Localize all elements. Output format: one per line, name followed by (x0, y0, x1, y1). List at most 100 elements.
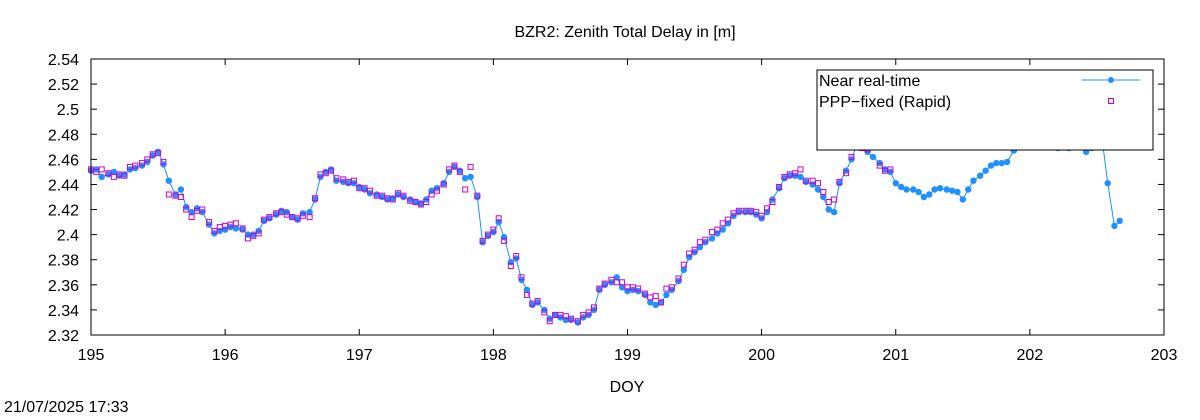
ppp-point (825, 199, 832, 205)
nrt-point (523, 286, 531, 293)
legend-marker-ppp (1108, 98, 1114, 104)
ppp-point (601, 280, 608, 287)
ppp-point (764, 205, 770, 212)
ppp-point (534, 298, 541, 305)
nrt-point (618, 284, 626, 291)
nrt-point (696, 244, 704, 251)
y-tick-label: 2.5 (57, 102, 79, 119)
ppp-point (232, 220, 239, 227)
y-tick-label: 2.4 (57, 228, 79, 245)
x-tick-label: 198 (480, 347, 507, 364)
ppp-point (876, 162, 883, 169)
nrt-point (467, 173, 474, 181)
ppp-point (423, 199, 430, 205)
x-tick-label: 195 (78, 347, 105, 364)
ppp-point (758, 212, 765, 219)
ppp-point (266, 214, 273, 221)
ppp-point (686, 250, 693, 257)
ppp-point (792, 170, 799, 177)
nrt-point (998, 159, 1005, 167)
nrt-point (306, 208, 313, 216)
nrt-point (936, 185, 944, 192)
series-1 (88, 141, 894, 325)
nrt-point (412, 198, 419, 206)
legend-label-ppp: PPP−fixed (Rapid) (819, 94, 951, 111)
ppp-point (507, 263, 514, 269)
ppp-point (802, 177, 809, 184)
legend-box (816, 69, 1154, 151)
ppp-point (451, 162, 458, 169)
ppp-point (440, 181, 447, 188)
y-tick-label: 2.38 (48, 253, 79, 270)
ppp-point (691, 246, 698, 253)
ppp-point (815, 180, 821, 187)
ppp-point (680, 261, 687, 268)
nrt-point (719, 226, 726, 233)
nrt-point (613, 274, 620, 281)
ppp-point (641, 290, 648, 297)
ppp-point (188, 214, 195, 221)
ppp-point (591, 304, 597, 311)
ppp-point (144, 156, 151, 163)
nrt-point (797, 173, 804, 181)
nrt-point (825, 206, 832, 213)
y-tick-label: 2.54 (48, 52, 79, 69)
ppp-point (585, 309, 592, 316)
ppp-point (239, 225, 246, 232)
y-tick-label: 2.34 (48, 303, 79, 320)
ppp-point (696, 239, 703, 246)
nrt-point (910, 186, 917, 193)
ppp-point (619, 279, 626, 286)
nrt-point (915, 188, 922, 196)
nrt-point (1116, 217, 1123, 224)
nrt-point (1003, 158, 1011, 166)
ppp-point (160, 158, 167, 165)
ppp-point (518, 274, 525, 281)
ppp-point (513, 253, 520, 259)
ppp-point (596, 285, 603, 292)
nrt-point (188, 208, 195, 216)
chart-title: BZR2: Zenith Total Delay in [m] (514, 24, 735, 41)
nrt-point (903, 186, 910, 193)
nrt-point (977, 172, 984, 179)
ppp-point (206, 219, 212, 226)
ppp-point (132, 162, 139, 169)
y-tick-label: 2.36 (48, 278, 79, 295)
nrt-point (948, 187, 956, 194)
ppp-point (836, 178, 843, 185)
ppp-point (769, 199, 776, 205)
ppp-point (110, 173, 117, 180)
nrt-point (680, 266, 687, 273)
ppp-point (658, 299, 664, 306)
nrt-point (652, 301, 659, 309)
ppp-point (668, 284, 675, 291)
x-tick-label: 199 (614, 347, 641, 364)
ppp-point (831, 196, 838, 203)
nrt-point (954, 188, 961, 196)
ppp-point (652, 293, 659, 300)
x-tick-label: 196 (212, 347, 239, 364)
ppp-point (462, 186, 469, 193)
ppp-point (328, 167, 335, 174)
ppp-point (428, 191, 435, 198)
nrt-point (462, 175, 469, 182)
nrt-point (965, 186, 972, 193)
ppp-point (155, 150, 162, 157)
ppp-point (177, 194, 184, 200)
nrt-point (232, 225, 240, 232)
ppp-point (434, 187, 440, 194)
ppp-point (848, 153, 855, 160)
ppp-point (299, 212, 306, 219)
y-tick-label: 2.32 (48, 328, 79, 345)
nrt-point (931, 186, 938, 193)
ppp-point (312, 195, 318, 202)
legend: Near real-time PPP−fixed (Rapid) (816, 69, 1154, 151)
nrt-point (920, 193, 928, 201)
ppp-point (306, 214, 313, 221)
nrt-point (647, 299, 654, 306)
ppp-point (350, 177, 357, 184)
nrt-point (987, 162, 995, 169)
nrt-point (165, 177, 172, 184)
ppp-point (635, 285, 642, 292)
ppp-point (574, 318, 581, 325)
